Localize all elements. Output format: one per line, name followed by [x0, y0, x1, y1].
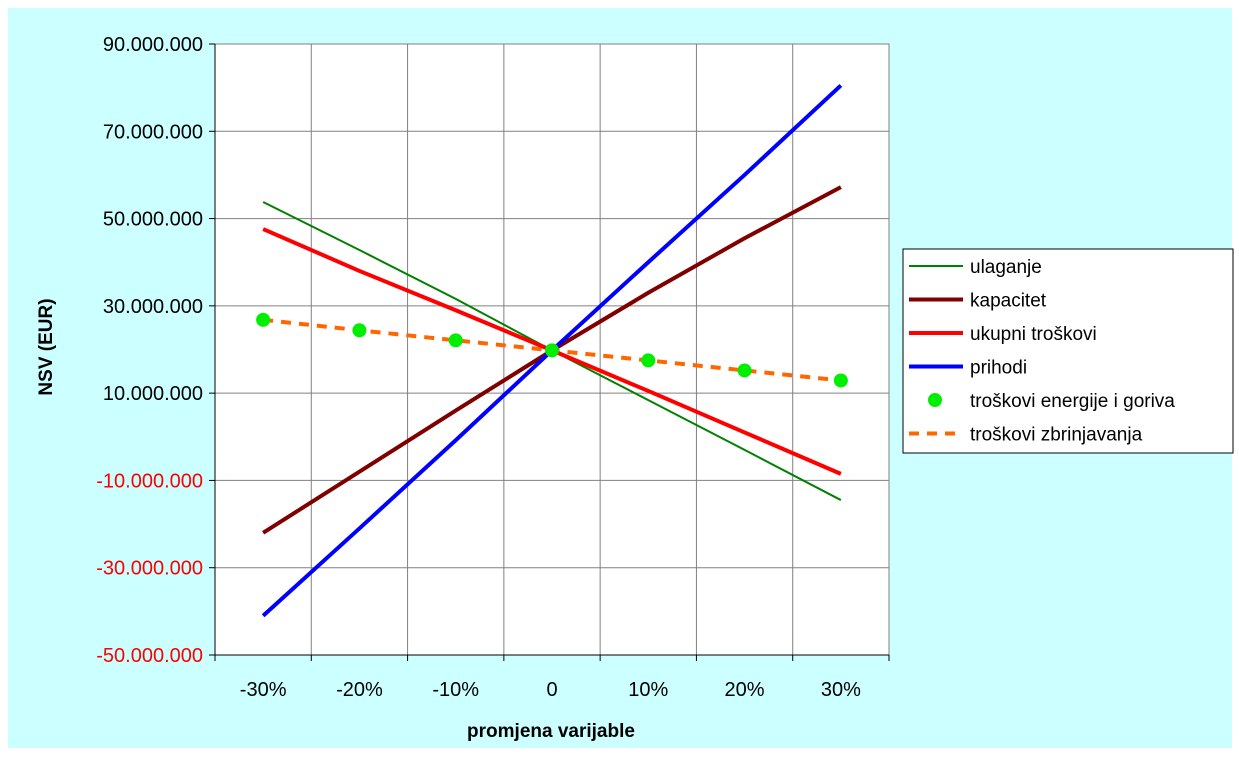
x-tick-label: -20% [336, 679, 383, 701]
x-tick-label: -10% [432, 679, 479, 701]
y-tick-label: 10.000.000 [103, 383, 203, 405]
legend-label-ulaganje: ulaganje [970, 257, 1042, 278]
x-tick-label: 0 [546, 679, 557, 701]
point-tro-kovi-energije-i-goriva-0 [256, 312, 271, 327]
point-tro-kovi-energije-i-goriva-6 [833, 373, 848, 388]
y-axis-title: NSV (EUR) [36, 298, 57, 395]
legend-label-prihodi: prihodi [970, 358, 1027, 379]
y-tick-label: 50.000.000 [103, 209, 203, 231]
y-tick-label: 70.000.000 [103, 121, 203, 143]
x-tick-label: 30% [821, 679, 861, 701]
legend-swatch-tro-kovi-energije-i-goriva [928, 393, 942, 407]
legend-label-tro-kovi-zbrinjavanja: troškovi zbrinjavanja [970, 425, 1143, 446]
x-tick-label: 20% [725, 679, 765, 701]
point-tro-kovi-energije-i-goriva-2 [448, 333, 463, 348]
y-tick-label: 90.000.000 [103, 34, 203, 56]
x-tick-label: -30% [240, 679, 287, 701]
x-tick-label: 10% [628, 679, 668, 701]
y-tick-label: 30.000.000 [103, 296, 203, 318]
legend: ulaganje kapacitet ukupni troškovi prihodi t… [902, 248, 1234, 454]
y-tick-label: -30.000.000 [96, 558, 203, 580]
plot-area: 90.000.000 70.000.000 50.000.000 30.000.000… [96, 34, 890, 701]
y-tick-label: -10.000.000 [96, 470, 203, 492]
legend-box [902, 248, 1234, 454]
legend-label-ukupni-tro-kovi: ukupni troškovi [970, 324, 1097, 345]
legend-label-tro-kovi-energije-i-goriva: troškovi energije i goriva [970, 391, 1175, 412]
point-tro-kovi-energije-i-goriva-1 [352, 323, 367, 338]
y-tick-label: -50.000.000 [96, 645, 203, 667]
x-axis-title: promjena varijable [467, 721, 635, 742]
legend-label-kapacitet: kapacitet [970, 291, 1047, 312]
point-tro-kovi-energije-i-goriva-4 [641, 353, 656, 368]
point-tro-kovi-energije-i-goriva-3 [545, 343, 559, 358]
point-tro-kovi-energije-i-goriva-5 [737, 363, 752, 378]
